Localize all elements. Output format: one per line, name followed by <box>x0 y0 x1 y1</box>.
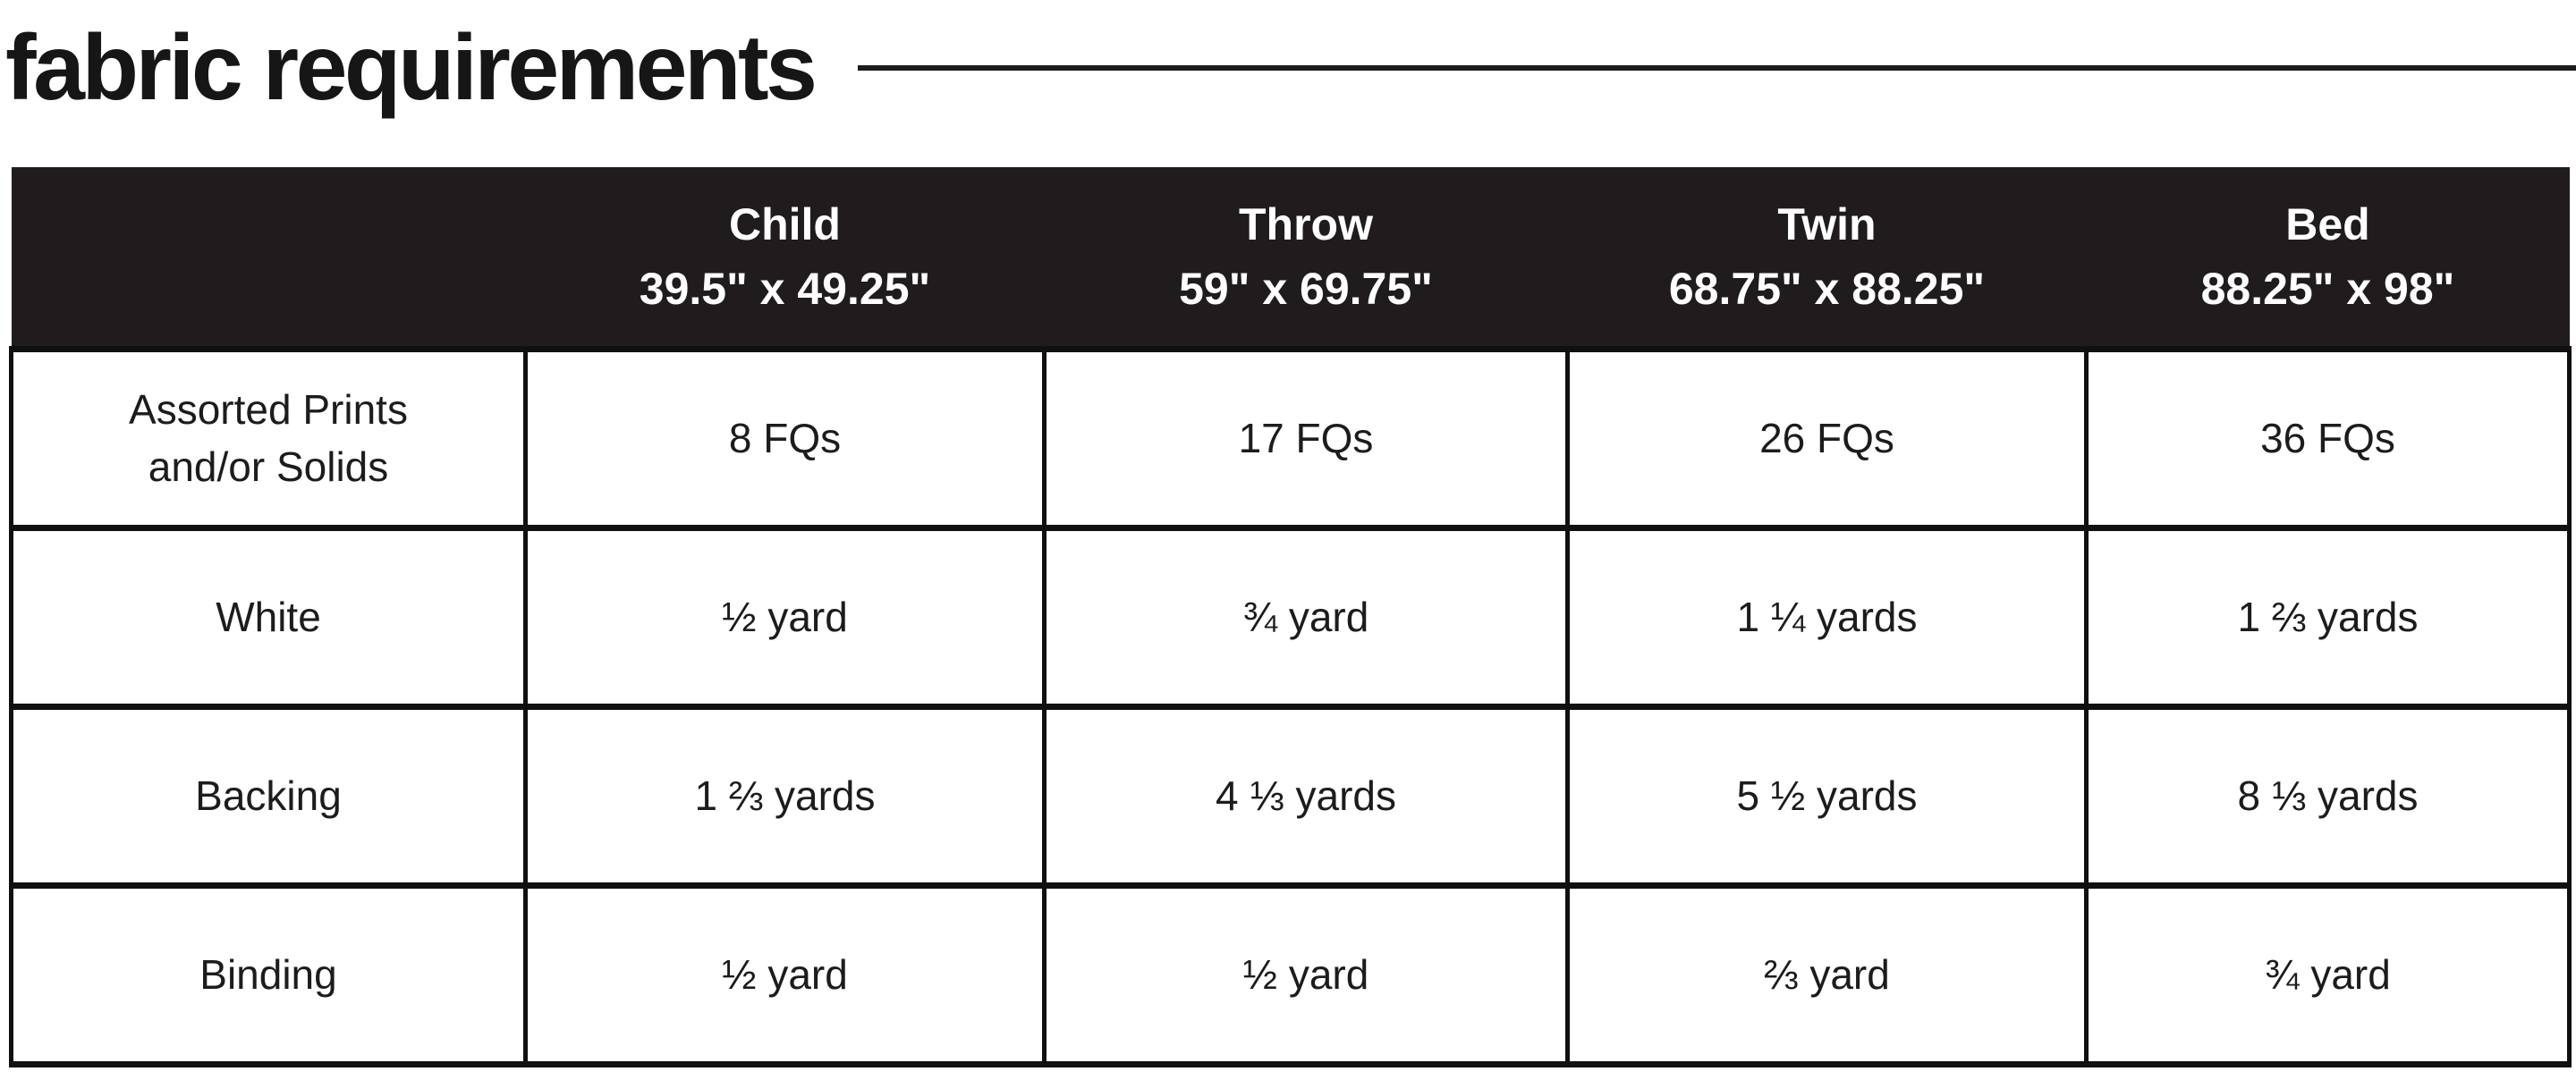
header-cell-twin: Twin 68.75" x 88.25" <box>1567 167 2087 349</box>
value-cell: 8 FQs <box>523 345 1046 531</box>
row-label: White <box>9 524 528 710</box>
header-row: Child 39.5" x 49.25" Throw 59" x 69.75" … <box>11 167 2570 349</box>
page-title: fabric requirements <box>5 16 818 120</box>
table-row-assorted-prints: Assorted Prints and/or Solids 8 FQs 17 F… <box>9 345 2572 531</box>
row-label: Binding <box>9 882 528 1067</box>
row-label: Assorted Prints and/or Solids <box>9 345 528 531</box>
value-cell: 8 ⅓ yards <box>2084 703 2572 889</box>
size-dimensions: 88.25" x 98" <box>2200 263 2455 314</box>
size-name: Bed <box>2285 198 2370 249</box>
table-row-backing: Backing 1 ⅔ yards 4 ⅓ yards 5 ½ yards 8 … <box>9 703 2572 889</box>
value-cell: ¾ yard <box>1042 524 1570 710</box>
table-row-binding: Binding ½ yard ½ yard ⅔ yard ¾ yard <box>9 882 2572 1067</box>
title-rule <box>857 65 2576 71</box>
table-header: Child 39.5" x 49.25" Throw 59" x 69.75" … <box>11 167 2570 349</box>
header-corner-cell <box>11 167 526 349</box>
fabric-requirements-table: Child 39.5" x 49.25" Throw 59" x 69.75" … <box>9 167 2572 1067</box>
value-cell: 1 ⅔ yards <box>2084 524 2572 710</box>
value-cell: ¾ yard <box>2084 882 2572 1067</box>
header-cell-bed: Bed 88.25" x 98" <box>2086 167 2570 349</box>
value-cell: ½ yard <box>523 882 1046 1067</box>
size-dimensions: 39.5" x 49.25" <box>639 263 931 314</box>
value-cell: 36 FQs <box>2084 345 2572 531</box>
header-cell-child: Child 39.5" x 49.25" <box>525 167 1045 349</box>
value-cell: ½ yard <box>523 524 1046 710</box>
size-dimensions: 59" x 69.75" <box>1179 263 1433 314</box>
value-cell: 1 ⅔ yards <box>523 703 1046 889</box>
table-row-white: White ½ yard ¾ yard 1 ¼ yards 1 ⅔ yards <box>9 524 2572 710</box>
size-name: Twin <box>1777 198 1877 249</box>
header-cell-throw: Throw 59" x 69.75" <box>1044 167 1568 349</box>
value-cell: 5 ½ yards <box>1565 703 2089 889</box>
title-band: fabric requirements <box>5 0 2576 136</box>
value-cell: ⅔ yard <box>1565 882 2089 1067</box>
value-cell: 17 FQs <box>1042 345 1570 531</box>
table-body: Assorted Prints and/or Solids 8 FQs 17 F… <box>9 345 2572 1067</box>
size-dimensions: 68.75" x 88.25" <box>1668 263 1986 314</box>
value-cell: 1 ¼ yards <box>1565 524 2089 710</box>
size-name: Child <box>729 198 841 249</box>
row-label: Backing <box>9 703 528 889</box>
value-cell: ½ yard <box>1042 882 1570 1067</box>
value-cell: 26 FQs <box>1565 345 2089 531</box>
size-name: Throw <box>1239 198 1373 249</box>
value-cell: 4 ⅓ yards <box>1042 703 1570 889</box>
